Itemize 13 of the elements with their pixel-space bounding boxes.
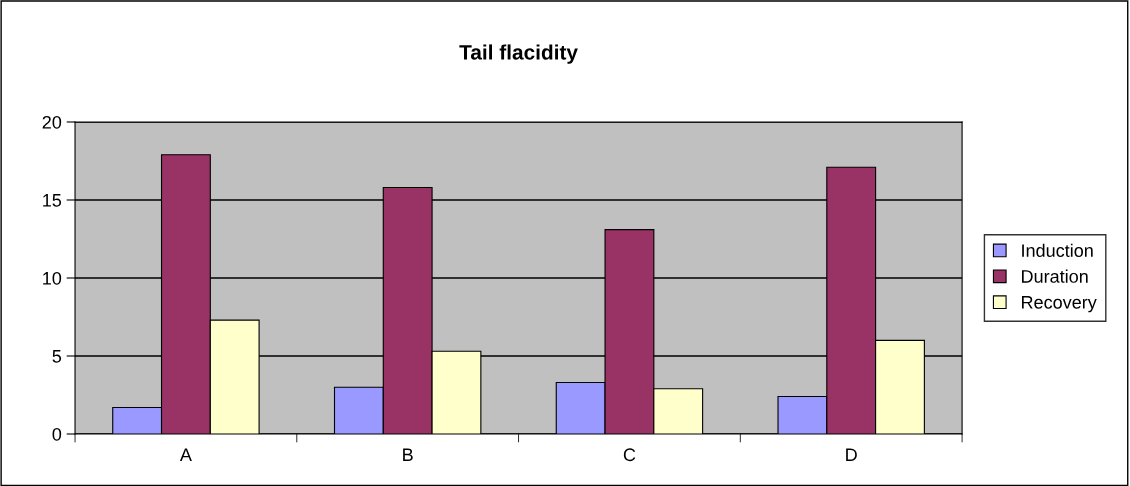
y-tick-label: 5 xyxy=(52,350,62,363)
y-tick-label: 0 xyxy=(52,427,62,441)
y-tick-label: 15 xyxy=(43,194,62,207)
y-tick-label: 10 xyxy=(43,271,62,285)
legend-label: Recovery xyxy=(1022,296,1097,313)
x-tick-label: B xyxy=(403,448,413,461)
legend-label: Induction xyxy=(1022,243,1093,257)
y-tick-label: 20 xyxy=(42,115,62,129)
legend-label: Duration xyxy=(1022,269,1088,283)
chart-title: Tail flacidity xyxy=(459,44,578,64)
x-tick-label: D xyxy=(846,448,857,461)
x-tick-label: A xyxy=(179,448,192,461)
x-tick-label: C xyxy=(623,448,636,462)
